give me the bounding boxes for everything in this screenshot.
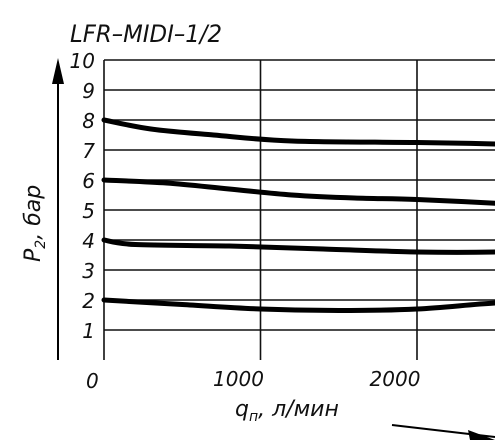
x-axis-label: qп, л/мин xyxy=(235,397,339,425)
x-tick-label: 1000 xyxy=(213,367,264,391)
x-axis-arrow xyxy=(392,425,495,440)
y-tick-label: 1 xyxy=(82,319,95,343)
y-tick-label: 6 xyxy=(82,169,95,193)
series-line-4 xyxy=(104,300,495,327)
x-axis-label-main: q xyxy=(235,397,249,422)
y-tick-label: 7 xyxy=(82,139,95,163)
y-axis-label-rest: , бар xyxy=(21,185,46,240)
y-tick-label: 5 xyxy=(82,199,95,223)
x-axis-label-sub: п xyxy=(249,409,258,425)
y-tick-label: 4 xyxy=(82,229,95,253)
x-tick-label: 2000 xyxy=(370,367,421,391)
y-tick-label: 3 xyxy=(82,259,95,283)
origin-label: 0 xyxy=(86,369,99,393)
x-axis-label-rest: , л/мин xyxy=(258,397,339,422)
y-tick-label: 2 xyxy=(82,289,95,313)
chart-title: LFR–MIDI–1/2 xyxy=(70,20,222,48)
y-tick-label: 9 xyxy=(82,79,95,103)
y-axis-label-main: P xyxy=(21,248,46,262)
y-axis-label-sub: 2 xyxy=(33,240,49,249)
y-tick-label: 10 xyxy=(70,49,95,73)
y-axis-arrow xyxy=(52,58,64,360)
y-tick-label: 8 xyxy=(82,109,95,133)
y-axis-label: P2, бар xyxy=(21,185,49,262)
